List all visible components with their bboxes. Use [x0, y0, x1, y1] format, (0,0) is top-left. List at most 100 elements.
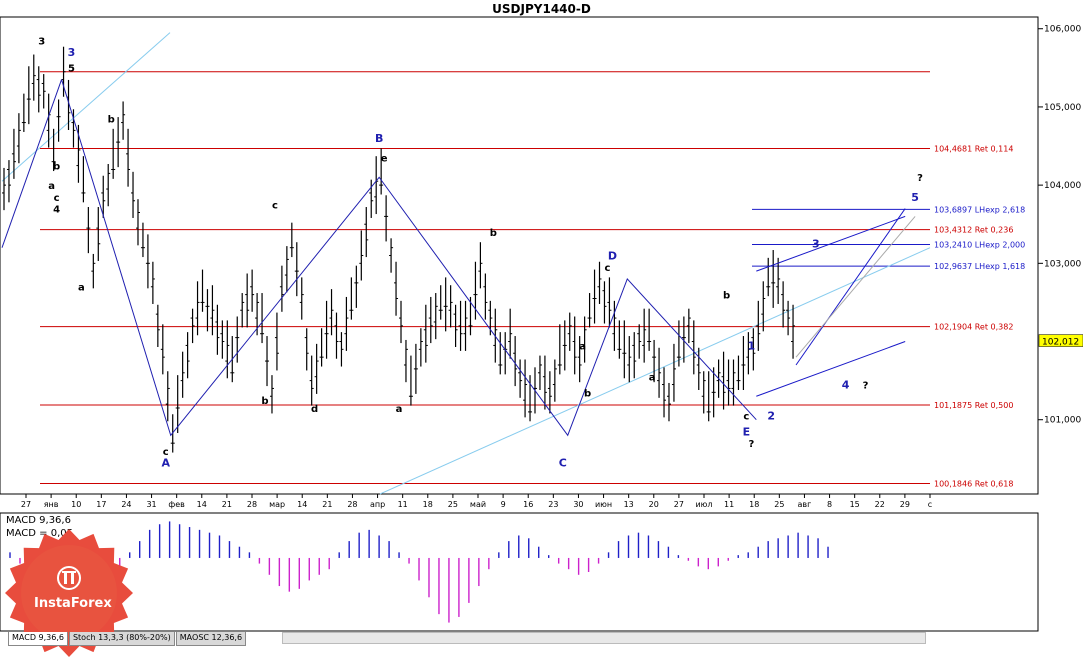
price-bar: [478, 242, 483, 289]
wave-label-black-21: ?: [748, 439, 754, 450]
price-bar: [523, 359, 528, 418]
horizontal-scrollbar[interactable]: [282, 632, 926, 644]
price-bar: [200, 269, 205, 312]
tab-stoch[interactable]: Stoch 13,3,3 (80%-20%): [68, 632, 175, 646]
price-bar: [165, 371, 170, 422]
wave-lines: [1, 79, 916, 437]
wave-label-blue-8: 3: [812, 238, 820, 251]
indicator-tabs: MACD 9,36,6 Stoch 13,3,3 (80%-20%) MAOSC…: [8, 632, 247, 646]
channel-line-1: [756, 341, 906, 397]
date-tick-label-24: 13: [624, 500, 634, 509]
price-bar: [607, 277, 612, 328]
trend-lines: [1, 32, 931, 495]
date-tick-label-23: июн: [595, 500, 612, 509]
date-tick-label-12: 21: [322, 500, 332, 509]
price-bar: [185, 332, 190, 379]
price-bar: [210, 285, 215, 336]
wave-label-blue-3: C: [559, 457, 567, 470]
wave-label-black-12: e: [381, 154, 388, 165]
price-bar: [791, 304, 796, 359]
price-bar: [498, 332, 503, 375]
price-bar: [71, 109, 76, 148]
wave-line-1: [61, 79, 757, 437]
tab-macd[interactable]: MACD 9,36,6: [8, 632, 68, 646]
price-bar: [508, 308, 513, 359]
tab-maosc[interactable]: MAOSC 12,36,6: [175, 632, 247, 646]
wave-label-blue-2: B: [375, 132, 383, 145]
price-bar: [369, 179, 374, 218]
wave-label-black-8: c: [163, 447, 169, 458]
price-bar: [11, 128, 16, 179]
price-bar: [547, 371, 552, 414]
price-bar: [552, 359, 557, 402]
price-bar: [408, 355, 413, 406]
price-bar: [418, 328, 423, 367]
wave-label-black-13: a: [396, 404, 403, 415]
price-bar: [696, 347, 701, 390]
price-bar: [443, 277, 448, 332]
price-bar: [652, 339, 657, 383]
price-bar: [756, 300, 761, 351]
retracement-levels: 104,4681 Ret 0,114 103,4312 Ret 0,236 102,…: [40, 71, 1013, 488]
retracement-label-3: 102,1904 Ret 0,382: [934, 323, 1013, 332]
extension-label-1: 103,2410 LHexp 2,000: [934, 240, 1025, 249]
price-bar: [602, 281, 607, 324]
price-bars: [2, 46, 796, 453]
price-bar: [304, 328, 309, 371]
price-bar: [140, 222, 145, 258]
price-bar: [771, 250, 776, 308]
date-tick-label-13: 28: [347, 500, 357, 509]
instaforex-logo: [5, 529, 133, 657]
wave-label-black-9: c: [272, 201, 278, 212]
price-bar: [666, 382, 671, 422]
macd-title: MACD 9,36,6: [6, 515, 71, 526]
wave-label-black-3: b: [108, 115, 115, 126]
price-bar: [681, 316, 686, 363]
price-bar: [592, 269, 597, 324]
date-tick-label-22: 30: [573, 500, 583, 509]
macd-plot-frame: [0, 512, 1039, 632]
price-bar: [56, 99, 61, 142]
price-bar: [676, 320, 681, 367]
price-bar: [339, 332, 344, 367]
extension-label-0: 103,6897 LHexp 2,618: [934, 205, 1025, 214]
channel-line-0: [795, 208, 906, 366]
price-bar: [671, 343, 676, 402]
wave-label-black-17: c: [604, 263, 610, 274]
wave-label-blue-7: 1: [748, 339, 756, 352]
date-tick-label-11: 14: [297, 500, 307, 509]
date-tick-label-4: 24: [121, 500, 131, 509]
wave-label-black-22: ?: [863, 380, 869, 391]
price-bar: [180, 351, 185, 398]
price-bar: [379, 148, 384, 195]
price-bar: [662, 367, 667, 418]
price-bar: [145, 234, 150, 289]
price-bar: [289, 222, 294, 258]
wave-label-blue-0: 3: [68, 46, 76, 59]
price-bar: [731, 359, 736, 406]
price-bar: [384, 195, 389, 242]
price-bar: [215, 304, 220, 355]
price-bar: [706, 371, 711, 422]
price-bar: [225, 320, 230, 379]
price-bar: [389, 238, 394, 273]
price-bar: [294, 242, 299, 297]
price-bar: [468, 296, 473, 336]
date-tick-label-26: 27: [674, 500, 684, 509]
price-bar: [374, 156, 379, 215]
date-tick-label-35: 29: [900, 500, 910, 509]
price-bar: [205, 289, 210, 332]
price-bar: [235, 316, 240, 363]
date-tick-label-19: 9: [501, 500, 506, 509]
price-bar: [736, 355, 741, 390]
price-bar: [21, 93, 26, 132]
price-bar: [582, 316, 587, 363]
price-bar: [691, 320, 696, 375]
wave-label-black-1: 5: [68, 64, 75, 75]
date-tick-label-9: 28: [247, 500, 257, 509]
macd-value: MACD = 0,05: [6, 528, 73, 539]
date-tick-label-18: май: [470, 500, 486, 509]
wave-label-black-11: d: [311, 404, 318, 415]
